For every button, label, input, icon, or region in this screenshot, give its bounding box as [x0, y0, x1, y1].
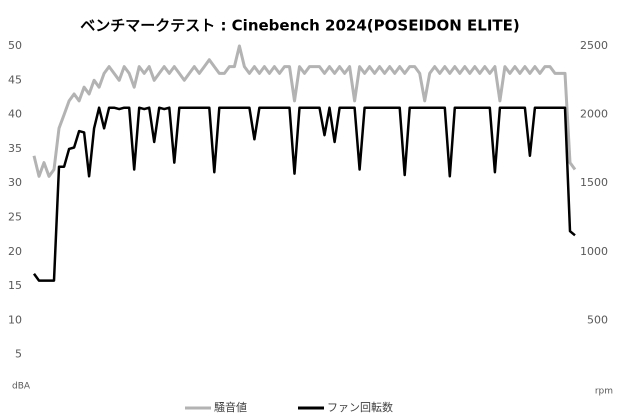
y2-tick-label: 2000: [580, 108, 608, 121]
y2-tick-label: 1000: [580, 245, 608, 258]
y2-tick-label: 2500: [580, 39, 608, 52]
y-tick-label: 45: [8, 73, 22, 86]
y-tick-label: 50: [8, 39, 22, 52]
y-tick-label: 40: [8, 108, 22, 121]
y-axis-label: dBA: [12, 382, 31, 392]
y2-axis-label: rpm: [595, 387, 613, 397]
y2-tick-label: 1500: [580, 176, 608, 189]
y-tick-label: 30: [8, 176, 22, 189]
y-tick-label: 5: [15, 348, 22, 361]
y-tick-label: 20: [8, 245, 22, 258]
y-tick-label: 10: [8, 313, 22, 326]
legend-label: 騒音値: [214, 400, 247, 414]
series-line: [32, 106, 576, 282]
y-tick-label: 15: [8, 279, 22, 292]
y-tick-label: 35: [8, 142, 22, 155]
y2-tick-label: 500: [587, 313, 608, 326]
y-tick-label: 25: [8, 211, 22, 224]
series-line: [32, 44, 577, 178]
chart-title: ベンチマークテスト : Cinebench 2024(POSEIDON ELIT…: [80, 17, 520, 35]
legend-label: ファン回転数: [327, 401, 393, 414]
